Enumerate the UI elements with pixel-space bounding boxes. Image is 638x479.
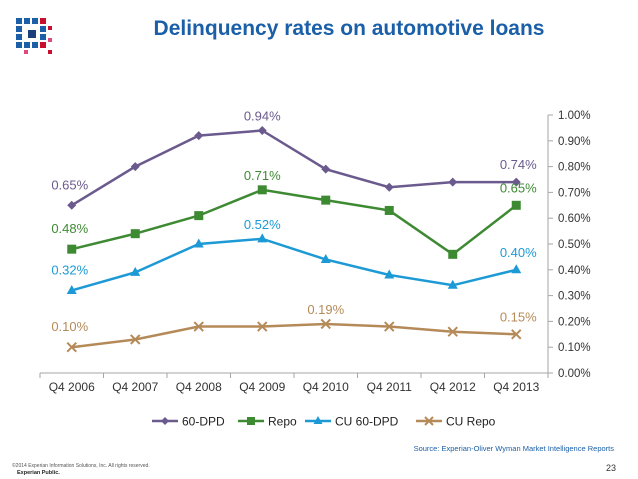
data-point — [384, 182, 394, 192]
data-point — [194, 211, 204, 221]
series-line-1 — [71, 188, 518, 256]
x-tick-label: Q4 2007 — [112, 380, 158, 394]
page-number: 23 — [605, 463, 616, 473]
data-point — [384, 205, 394, 215]
data-point — [66, 341, 77, 353]
x-tick-label: Q4 2013 — [493, 380, 539, 394]
slide-title: Delinquency rates on automotive loans — [153, 17, 545, 40]
data-label: 0.52% — [244, 217, 281, 232]
data-label: 0.65% — [500, 180, 537, 195]
data-label: 0.74% — [500, 157, 537, 172]
data-label: 0.71% — [244, 168, 281, 183]
data-point — [321, 195, 331, 205]
data-point — [194, 131, 204, 141]
data-point — [257, 125, 267, 135]
y-tick-label: 0.30% — [558, 291, 591, 303]
legend-label: 60-DPD — [182, 415, 225, 429]
data-label: 0.15% — [500, 309, 537, 324]
series-line-0 — [71, 129, 517, 207]
y-tick-label: 0.70% — [558, 187, 591, 199]
legend-marker — [161, 417, 169, 425]
y-tick-label: 0.20% — [558, 316, 591, 328]
data-point — [384, 269, 395, 279]
y-tick-label: 0.40% — [558, 265, 591, 277]
legend-label: CU Repo — [446, 415, 496, 429]
data-point — [130, 229, 140, 239]
data-point — [193, 321, 204, 332]
legend-marker — [424, 416, 434, 426]
data-point — [320, 318, 331, 330]
data-point — [130, 334, 141, 345]
classification-label: Experian Public. — [17, 470, 60, 476]
data-point — [447, 326, 458, 337]
data-label: 0.48% — [51, 221, 88, 236]
data-point — [448, 249, 458, 259]
data-point — [257, 185, 267, 195]
data-point — [384, 321, 395, 332]
x-tick-label: Q4 2012 — [430, 380, 476, 394]
x-tick-label: Q4 2008 — [176, 380, 222, 394]
copyright-note: ©2014 Experian Information Solutions, In… — [12, 463, 150, 469]
source-note: Source: Experian-Oliver Wyman Market Int… — [413, 444, 614, 453]
legend-marker — [247, 417, 255, 425]
data-point — [511, 329, 522, 340]
data-point — [511, 264, 522, 274]
data-point — [67, 244, 77, 254]
data-point — [130, 162, 140, 172]
data-point — [320, 253, 331, 263]
data-point — [257, 321, 268, 332]
data-point — [448, 177, 458, 187]
x-tick-label: Q4 2006 — [49, 380, 95, 394]
data-point — [511, 177, 521, 187]
y-tick-label: 0.90% — [558, 136, 591, 148]
data-point — [321, 164, 331, 174]
y-tick-label: 0.50% — [558, 239, 591, 251]
x-tick-label: Q4 2010 — [303, 380, 349, 394]
series-line-2 — [71, 237, 517, 292]
data-point — [66, 284, 77, 294]
data-point — [511, 200, 521, 210]
data-label: 0.40% — [500, 245, 537, 260]
data-label: 0.32% — [51, 262, 88, 277]
series-line-3 — [71, 322, 517, 349]
y-tick-label: 0.00% — [558, 368, 591, 380]
data-point — [193, 238, 204, 248]
data-point — [67, 200, 77, 210]
x-tick-label: Q4 2011 — [367, 380, 412, 394]
data-label: 0.94% — [244, 108, 281, 123]
data-point — [257, 233, 268, 243]
x-tick-label: Q4 2009 — [239, 380, 285, 394]
y-tick-label: 0.80% — [558, 162, 591, 174]
y-tick-label: 1.00% — [558, 110, 591, 122]
data-point — [130, 266, 141, 276]
legend-marker — [313, 416, 323, 424]
data-point — [447, 279, 458, 289]
legend-label: CU 60-DPD — [335, 415, 399, 429]
legend-label: Repo — [268, 415, 297, 429]
experian-logo-icon — [16, 18, 52, 54]
y-tick-label: 0.60% — [558, 213, 591, 225]
data-label: 0.65% — [51, 177, 88, 192]
data-label: 0.10% — [51, 319, 88, 334]
y-tick-label: 0.10% — [558, 342, 591, 354]
data-label: 0.19% — [307, 302, 344, 317]
